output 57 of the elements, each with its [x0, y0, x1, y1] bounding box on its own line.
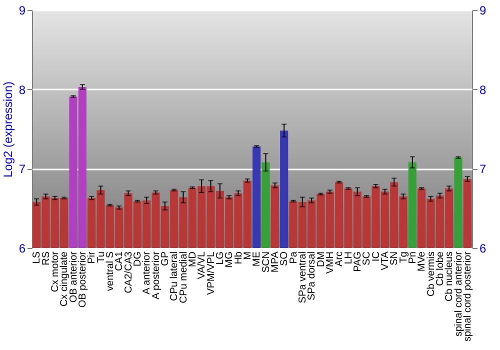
- x-tick-label: SPa ventral: [297, 252, 308, 304]
- x-tick-label: CA1: [114, 251, 126, 271]
- x-tick-label: CPu lateral: [169, 252, 180, 301]
- x-tick-label: SN: [389, 252, 400, 266]
- x-tick-label: MD: [187, 252, 198, 268]
- x-tick-label: spinal cord anterior: [453, 250, 464, 337]
- x-tick-label: MG: [224, 251, 236, 268]
- x-tick-label: Arc: [334, 252, 346, 266]
- x-tick-label: Tg: [398, 252, 410, 264]
- x-tick-label: GP: [160, 251, 171, 266]
- x-tick-label: CA2/CA3: [123, 251, 134, 294]
- y-tick-label: 6: [18, 242, 26, 256]
- x-tick-label: MPA: [270, 251, 281, 272]
- x-tick-label: LH: [343, 252, 354, 264]
- x-tick-label: SO: [279, 251, 290, 266]
- x-tick-label: spinal cord posterior: [462, 250, 474, 342]
- x-tick-label: RS: [40, 251, 52, 266]
- x-tick-label: Cx motor: [50, 250, 61, 292]
- x-tick-label: Pa: [288, 251, 300, 264]
- x-tick-label: MVe: [416, 251, 428, 272]
- x-tick-label: OB anterior: [68, 250, 80, 303]
- x-tick-label: Cb lobe: [434, 251, 446, 286]
- x-tick-label: A anterior: [142, 250, 153, 294]
- x-tick-label: SPa dorsal: [306, 252, 318, 300]
- x-tick-label: DG: [132, 251, 144, 266]
- x-tick-label: M: [242, 252, 254, 260]
- y-tick-label: 7: [18, 162, 26, 176]
- x-tick-label: VMH: [324, 252, 336, 274]
- x-tick-label: SCN: [260, 252, 272, 273]
- x-tick-label: VTA: [380, 251, 391, 270]
- x-tick-label: Cx cingulate: [59, 251, 70, 307]
- x-tick-label: Cb vermis: [426, 252, 437, 297]
- y-tick-label: 9: [18, 4, 26, 18]
- x-tick-label: Pir: [86, 250, 98, 264]
- x-tick-label: PAG: [352, 251, 364, 272]
- x-tick-label: Pn: [407, 252, 418, 264]
- x-tick-label: VPM/VPL: [206, 251, 217, 295]
- x-tick-label: LS: [32, 251, 43, 264]
- y-tick-label: 8: [18, 82, 26, 97]
- y2-tick-label: 9: [480, 4, 486, 18]
- x-tick-label: IC: [370, 252, 382, 262]
- x-tick-label: Hb: [233, 251, 244, 264]
- x-tick-label: ME: [252, 251, 263, 266]
- x-tick-label: CPu medial: [178, 252, 190, 304]
- y2-tick-label: 8: [480, 82, 486, 97]
- x-tick-label: LG: [214, 251, 226, 265]
- y2-tick-label: 7: [480, 162, 486, 176]
- x-tick-label: SC: [362, 252, 373, 266]
- x-tick-label: VA/VL: [196, 251, 208, 280]
- x-tick-label: Cb nucleus: [444, 252, 456, 302]
- y-axis-title: Log2 (expression): [0, 81, 15, 178]
- y2-tick-label: 6: [480, 242, 486, 256]
- x-tick-label: OB posterior: [77, 250, 88, 308]
- x-tick-label: A posterior: [150, 250, 162, 300]
- x-tick-label: Tu: [96, 252, 107, 263]
- x-tick-label: ventral S: [104, 251, 116, 291]
- x-tick-label: DM: [316, 252, 327, 268]
